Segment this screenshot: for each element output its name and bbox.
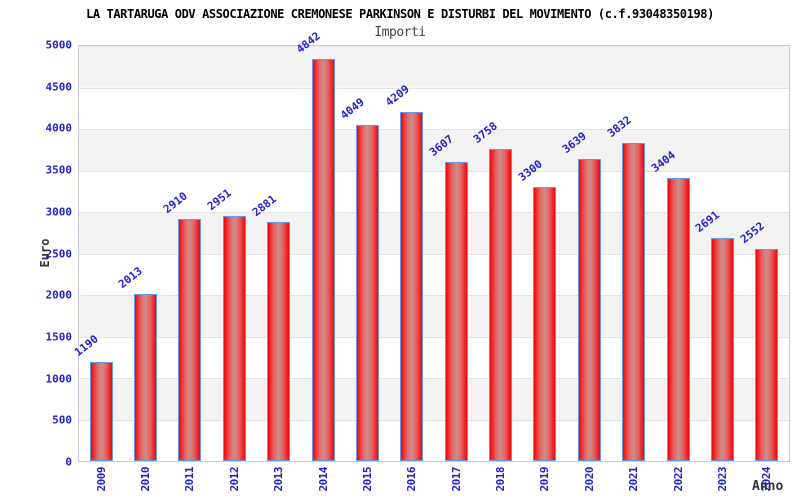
bar-slot: 3607 2017: [427, 46, 478, 492]
x-axis-title: Anno: [752, 479, 784, 494]
y-tick-label: 500: [52, 413, 72, 427]
y-axis-tick-labels: 0 500 1000 1500 2000 2500 3000 3500 4000 4500 5000: [0, 39, 73, 469]
x-tick-wrap: 2018: [478, 467, 522, 492]
x-tick-wrap: 2019: [523, 467, 567, 492]
x-tick-label: 2010: [139, 467, 153, 492]
plot-area: 1190 2009 2013 2010 2910 2011 2951 2012 2881 2013…: [72, 30, 790, 492]
bar: [89, 362, 113, 461]
bar-slot: 3758 2018: [471, 46, 522, 492]
bar: [444, 161, 468, 461]
x-tick-wrap: 2010: [123, 467, 167, 492]
bar: [400, 111, 424, 461]
x-tick-label: 2023: [715, 467, 729, 492]
y-tick-label: 1500: [45, 330, 73, 344]
x-tick-label: 2015: [360, 467, 374, 492]
x-tick-wrap: 2016: [390, 467, 434, 492]
x-tick-label: 2014: [316, 467, 330, 492]
gridline: [79, 87, 789, 89]
y-tick-label: 3500: [45, 163, 73, 177]
bar-slot: 3832 2021: [604, 46, 656, 492]
bar-slot: 2691 2023: [693, 46, 744, 492]
y-tick-label: 2500: [45, 247, 73, 260]
bar-slot: 2881 2013: [249, 46, 301, 492]
gridline: [79, 336, 789, 338]
bar-slot: 2013 2010: [116, 46, 167, 492]
bar: [355, 124, 379, 461]
bar-value-label: 1190: [71, 332, 101, 360]
bar-slot: 1190 2009: [72, 46, 123, 492]
bar-slot: 2910 2011: [161, 46, 212, 492]
x-tick-label: 2009: [94, 467, 108, 492]
gridline: [79, 253, 789, 255]
bar: [755, 249, 779, 461]
bar-slot: 2552 2024: [738, 46, 789, 492]
x-tick-wrap: 2011: [168, 467, 212, 492]
x-tick-label: 2011: [183, 467, 197, 492]
bar: [533, 187, 557, 461]
bar-slot: 2951 2012: [205, 46, 256, 492]
x-tick-wrap: 2020: [567, 467, 611, 492]
gridline: [79, 378, 789, 379]
bar-slot: 4842 2014: [294, 30, 345, 492]
x-tick-wrap: 2012: [212, 467, 256, 492]
gridline: [79, 170, 789, 172]
x-tick-wrap: 2015: [345, 467, 389, 492]
y-tick-label: 3000: [45, 205, 73, 219]
y-tick-label: 1000: [45, 372, 73, 386]
bar-slot: 3639 2020: [560, 46, 611, 492]
x-tick-label: 2021: [627, 467, 641, 492]
x-tick-wrap: 2022: [656, 467, 700, 492]
y-tick-label: 0: [65, 455, 72, 469]
x-tick-label: 2020: [582, 467, 596, 492]
x-tick-label: 2018: [494, 467, 508, 492]
bar: [489, 149, 513, 461]
x-tick-wrap: 2017: [434, 467, 478, 492]
chart-subtitle: Importi: [374, 25, 426, 40]
x-tick-wrap: 2009: [79, 467, 123, 492]
x-tick-label: 2019: [538, 467, 552, 492]
bar: [311, 59, 335, 461]
y-tick-label: 4000: [45, 121, 73, 135]
bar: [134, 293, 158, 461]
chart-title: LA TARTARUGA ODV ASSOCIAZIONE CREMONESE …: [86, 7, 714, 21]
x-tick-label: 2022: [671, 467, 685, 492]
x-tick-label: 2012: [227, 467, 241, 492]
bar: [222, 216, 246, 461]
y-tick-label: 5000: [45, 38, 73, 52]
bar-slot: 4209 2016: [383, 46, 434, 492]
x-tick-wrap: 2021: [612, 467, 656, 492]
gridline: [79, 129, 789, 130]
bar-slot: 3300 2019: [516, 46, 567, 492]
x-tick-wrap: 2014: [301, 467, 345, 492]
bar: [267, 221, 291, 461]
bar-slot: 3404 2022: [649, 46, 700, 492]
bar: [178, 219, 202, 461]
gridline: [79, 419, 789, 421]
bar: [622, 142, 646, 461]
x-tick-wrap: 2013: [257, 467, 301, 492]
bar: [666, 178, 690, 461]
y-tick-label: 4500: [45, 80, 73, 94]
x-tick-label: 2016: [405, 467, 419, 492]
bar-slot: 4049 2015: [338, 46, 389, 492]
y-tick-label: 2000: [45, 288, 73, 302]
y-axis-title: Euro: [38, 238, 52, 268]
gridline: [79, 212, 789, 213]
x-tick-label: 2017: [449, 467, 463, 492]
x-tick-wrap: 2023: [700, 467, 744, 492]
bar: [577, 158, 601, 461]
bars-container: 1190 2009 2013 2010 2910 2011 2951 2012 2881 2013…: [72, 30, 789, 492]
x-tick-label: 2013: [272, 467, 286, 492]
bar: [710, 237, 734, 461]
gridline: [79, 295, 789, 296]
